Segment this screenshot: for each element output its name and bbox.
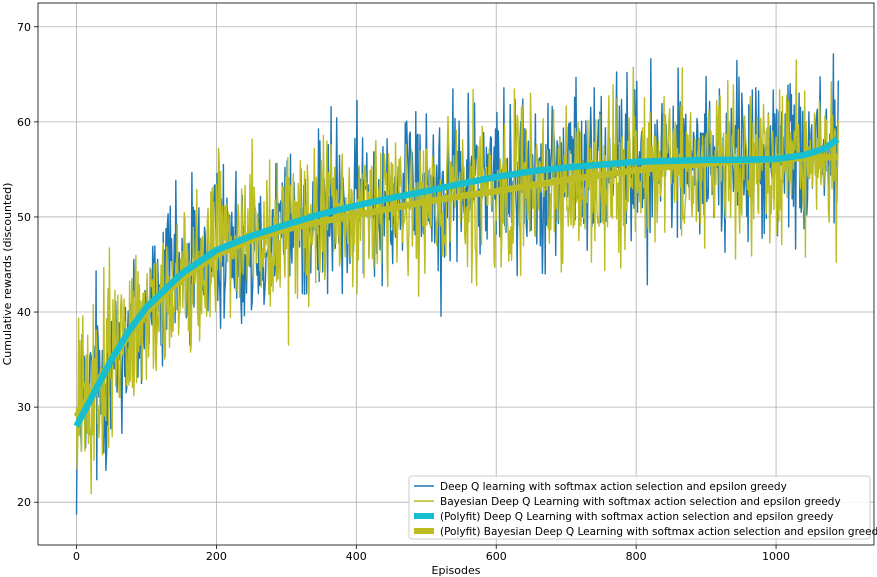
y-axis-label: Cumulative rewards (discounted) bbox=[1, 183, 14, 366]
y-tick-label: 60 bbox=[17, 116, 31, 129]
legend-label: Deep Q learning with softmax action sele… bbox=[440, 481, 787, 493]
x-axis-label: Episodes bbox=[432, 564, 481, 577]
y-tick-label: 20 bbox=[17, 496, 31, 509]
y-tick-label: 40 bbox=[17, 306, 31, 319]
x-axis-ticks: 0 200 400 600 800 1000 bbox=[73, 545, 790, 563]
series-line-raw bbox=[75, 53, 839, 515]
x-tick-label: 600 bbox=[486, 550, 507, 563]
legend-label: Bayesian Deep Q Learning with softmax ac… bbox=[440, 496, 841, 508]
x-tick-label: 800 bbox=[626, 550, 647, 563]
x-tick-label: 400 bbox=[346, 550, 367, 563]
series-line-fit bbox=[73, 153, 839, 419]
y-tick-label: 30 bbox=[17, 401, 31, 414]
y-tick-label: 50 bbox=[17, 211, 31, 224]
y-axis-ticks: 20 30 40 50 60 70 bbox=[17, 21, 38, 509]
legend-box bbox=[408, 475, 871, 540]
legend: Deep Q learning with softmax action sele… bbox=[408, 475, 877, 540]
plot-frame bbox=[37, 2, 875, 546]
series-line-fit bbox=[73, 136, 840, 428]
y-tick-label: 70 bbox=[17, 21, 31, 34]
x-tick-label: 0 bbox=[73, 550, 80, 563]
legend-label: (Polyfit) Bayesian Deep Q Learning with … bbox=[440, 526, 877, 538]
legend-label: (Polyfit) Deep Q Learning with softmax a… bbox=[440, 511, 833, 523]
series-layer bbox=[73, 53, 840, 515]
x-tick-label: 1000 bbox=[762, 550, 790, 563]
x-tick-label: 200 bbox=[206, 550, 227, 563]
